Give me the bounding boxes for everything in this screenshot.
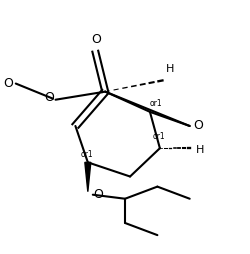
Text: or1: or1 bbox=[150, 99, 162, 108]
Text: O: O bbox=[194, 119, 203, 133]
Text: H: H bbox=[196, 145, 204, 155]
Text: or1: or1 bbox=[80, 150, 93, 159]
Text: O: O bbox=[93, 188, 103, 201]
Text: O: O bbox=[44, 91, 54, 104]
Text: O: O bbox=[4, 77, 13, 90]
Polygon shape bbox=[85, 162, 91, 192]
Text: H: H bbox=[166, 65, 174, 74]
Text: O: O bbox=[92, 33, 102, 46]
Text: or1: or1 bbox=[152, 132, 165, 141]
